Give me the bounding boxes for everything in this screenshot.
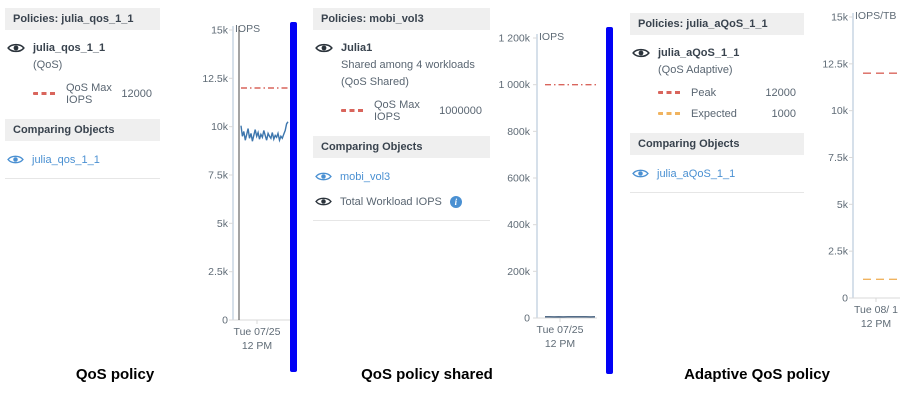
expected-dash-swatch	[658, 112, 681, 116]
qos-shared-iops-chart: 1 200k 1 000k 800k 600k 400k 200k 0 IOPS Tue 07/…	[498, 31, 597, 350]
svg-text:12 PM: 12 PM	[545, 338, 575, 350]
comparing-object-link[interactable]: julia_aQoS_1_1	[657, 167, 736, 180]
caption-qos-policy: QoS policy	[75, 366, 155, 383]
svg-text:10k: 10k	[831, 105, 849, 117]
panel-divider	[606, 27, 613, 374]
object-subtitle: (QoS Shared)	[341, 75, 409, 88]
svg-text:0: 0	[524, 313, 530, 325]
svg-text:2.5k: 2.5k	[828, 246, 849, 258]
legend-value: 12000	[765, 86, 796, 99]
legend-value: 12000	[121, 87, 152, 100]
svg-text:0: 0	[842, 293, 848, 305]
svg-text:12.5k: 12.5k	[202, 73, 228, 85]
eye-icon[interactable]	[7, 42, 25, 54]
eye-icon[interactable]	[315, 171, 332, 182]
svg-text:200k: 200k	[507, 266, 531, 278]
qos-max-dash-swatch	[341, 109, 364, 113]
divider-line	[313, 219, 490, 221]
svg-text:15k: 15k	[211, 25, 229, 37]
svg-text:10k: 10k	[211, 121, 229, 133]
svg-text:7.5k: 7.5k	[208, 170, 229, 182]
svg-text:15k: 15k	[831, 12, 849, 24]
qos-iops-chart: 15k 12.5k 10k 7.5k 5k 2.5k 0 IOPS Tue 07/25 12 PM	[202, 23, 290, 352]
svg-text:0: 0	[222, 315, 228, 327]
qos-max-dash-swatch	[33, 92, 56, 96]
policy-panel-qos-shared: Policies: mobi_vol3 Julia1 Shared among …	[313, 8, 490, 221]
svg-text:Tue 08/ 1: Tue 08/ 1	[854, 304, 898, 316]
svg-text:5k: 5k	[217, 218, 229, 230]
comparing-object-link[interactable]: mobi_vol3	[340, 170, 391, 183]
adaptive-qos-chart: 15k 12.5k 10k 7.5k 5k 2.5k 0 IOPS/TB Tue 08/ 1 12…	[822, 10, 900, 330]
eye-icon[interactable]	[315, 196, 332, 207]
eye-icon[interactable]	[632, 47, 650, 59]
svg-text:800k: 800k	[507, 126, 531, 138]
eye-icon[interactable]	[632, 168, 649, 179]
comparing-object-link[interactable]: julia_qos_1_1	[32, 153, 100, 166]
svg-text:12 PM: 12 PM	[242, 340, 272, 352]
info-icon[interactable]: i	[449, 195, 462, 208]
svg-text:Tue 07/25: Tue 07/25	[234, 326, 281, 338]
svg-text:12.5k: 12.5k	[822, 58, 848, 70]
comparing-objects-header: Comparing Objects	[5, 118, 160, 141]
svg-text:5k: 5k	[837, 199, 849, 211]
comparing-objects-header: Comparing Objects	[630, 132, 804, 155]
legend-label: QoS Max IOPS	[374, 98, 420, 123]
caption-qos-policy-shared: QoS policy shared	[361, 366, 493, 383]
svg-text:1 000k: 1 000k	[498, 79, 530, 91]
eye-icon[interactable]	[315, 42, 333, 54]
legend-value: 1000000	[439, 104, 482, 117]
object-name: julia_qos_1_1	[33, 42, 106, 54]
svg-text:7.5k: 7.5k	[828, 152, 849, 164]
svg-text:1 200k: 1 200k	[498, 33, 530, 45]
divider-line	[5, 177, 160, 179]
object-name: julia_aQoS_1_1	[658, 47, 740, 59]
policies-header: Policies: julia_aQoS_1_1	[630, 13, 804, 35]
legend-label: Expected	[691, 107, 737, 120]
policy-panel-qos: Policies: julia_qos_1_1 julia_qos_1_1 (Q…	[5, 8, 160, 179]
svg-text:Tue 07/25: Tue 07/25	[537, 324, 584, 336]
svg-text:IOPS: IOPS	[539, 31, 564, 43]
svg-text:12 PM: 12 PM	[861, 318, 891, 330]
object-subtitle: (QoS)	[33, 59, 63, 71]
divider-line	[630, 191, 804, 193]
policies-header: Policies: julia_qos_1_1	[5, 8, 160, 30]
comparing-objects-header: Comparing Objects	[313, 135, 490, 158]
object-subtitle: (QoS Adaptive)	[658, 64, 733, 76]
object-subtitle: Shared among 4 workloads	[341, 59, 475, 71]
policy-panel-adaptive-qos: Policies: julia_aQoS_1_1 julia_aQoS_1_1 …	[630, 13, 804, 193]
eye-icon[interactable]	[7, 154, 24, 165]
svg-text:2.5k: 2.5k	[208, 266, 229, 278]
legend-value: 1000	[771, 107, 796, 120]
legend-label: Peak	[691, 86, 717, 99]
policies-header: Policies: mobi_vol3	[313, 8, 490, 30]
comparing-object-label: Total Workload IOPS	[340, 195, 442, 208]
peak-dash-swatch	[658, 91, 681, 95]
svg-text:400k: 400k	[507, 219, 531, 231]
svg-text:600k: 600k	[507, 173, 531, 185]
caption-adaptive-qos-policy: Adaptive QoS policy	[684, 366, 830, 383]
svg-text:IOPS: IOPS	[235, 23, 260, 35]
panel-divider	[290, 22, 297, 372]
svg-text:IOPS/TB: IOPS/TB	[855, 10, 896, 22]
legend-label: QoS Max IOPS	[66, 81, 112, 106]
object-name: Julia1	[341, 42, 373, 54]
